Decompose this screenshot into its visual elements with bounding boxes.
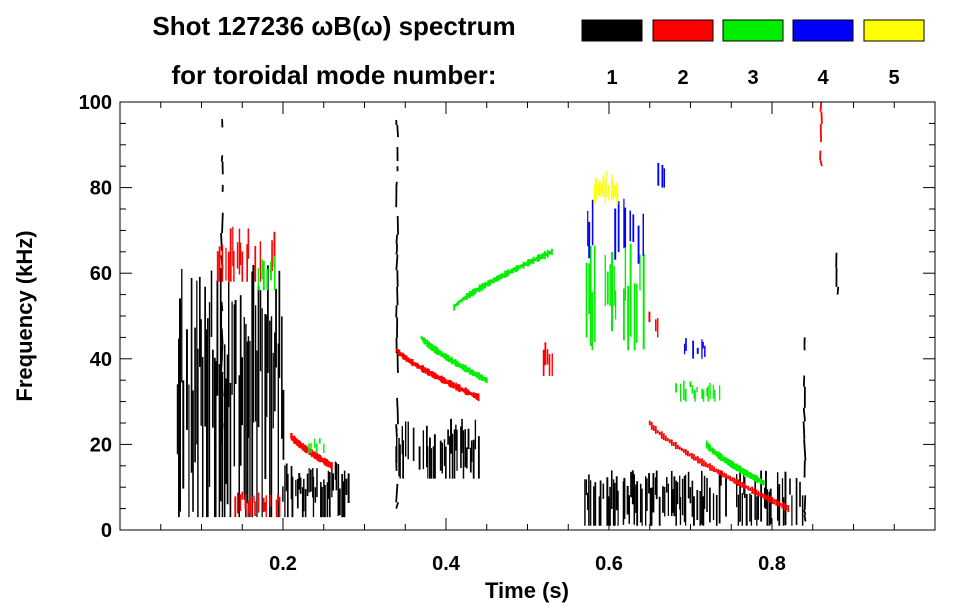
mode-2-feature-9 <box>396 348 480 402</box>
mode-3-feature-22 <box>308 438 325 453</box>
legend-label-mode-2: 2 <box>677 67 688 89</box>
mode-1-feature-4 <box>395 119 399 509</box>
mode-2-feature-12 <box>234 491 281 518</box>
mode-2-feature-11 <box>216 226 276 282</box>
mode-3-feature-19 <box>585 243 645 351</box>
mode-2-feature-10 <box>648 420 790 513</box>
mode-2-feature-15 <box>819 101 823 167</box>
axis-ticks: 0 20 40 60 80 100 0.2 0.4 0.6 0.8 <box>79 92 935 575</box>
y-tick-label: 40 <box>90 349 112 371</box>
legend-label-mode-4: 4 <box>817 67 829 89</box>
x-tick-label: 0.4 <box>432 553 461 575</box>
legend-label-mode-3: 3 <box>747 67 758 89</box>
mode-1-feature-0 <box>176 265 285 518</box>
legend-label-mode-5: 5 <box>888 67 899 89</box>
legend-label-mode-1: 1 <box>606 67 617 89</box>
mode-4-feature-25 <box>683 338 706 359</box>
y-tick-label: 100 <box>79 92 112 114</box>
x-axis-label: Time (s) <box>485 578 569 603</box>
legend-swatch-mode-5 <box>863 19 925 42</box>
mode-3-feature-18 <box>705 440 765 486</box>
plot-area <box>176 101 840 526</box>
legend: 1 2 3 4 5 <box>581 19 925 89</box>
mode-1-feature-3 <box>584 470 804 526</box>
chart-title-line1: Shot 127236 ωB(ω) spectrum <box>152 11 515 41</box>
mode-1-feature-7 <box>835 252 840 295</box>
y-tick-label: 20 <box>90 434 112 456</box>
mode-3-feature-16 <box>453 248 553 311</box>
x-tick-label: 0.2 <box>269 553 297 575</box>
plot-frame <box>119 101 936 531</box>
x-tick-label: 0.8 <box>758 553 786 575</box>
y-axis-label: Frequency (kHz) <box>12 230 37 401</box>
mode-2-feature-14 <box>648 311 659 338</box>
mode-3-feature-21 <box>257 255 276 291</box>
x-tick-label: 0.6 <box>595 553 623 575</box>
chart-title-line2: for toroidal mode number: <box>172 60 497 90</box>
mode-1-feature-2 <box>395 418 480 479</box>
mode-1-feature-6 <box>802 337 807 522</box>
legend-swatch-mode-2 <box>652 19 714 42</box>
mode-3-feature-20 <box>675 380 721 402</box>
mode-2-feature-8 <box>290 433 333 470</box>
mode-5-feature-26 <box>593 170 619 205</box>
y-tick-label: 60 <box>90 263 112 285</box>
mode-2-feature-13 <box>542 342 553 376</box>
y-tick-label: 0 <box>101 520 112 542</box>
mode-4-feature-24 <box>657 162 666 188</box>
mode-3-feature-17 <box>420 335 488 384</box>
mode-4-feature-23 <box>587 198 644 264</box>
legend-swatch-mode-4 <box>792 19 854 42</box>
legend-swatch-mode-1 <box>581 19 643 42</box>
mode-1-feature-1 <box>282 461 350 518</box>
y-tick-label: 80 <box>90 178 112 200</box>
legend-swatch-mode-3 <box>722 19 784 42</box>
